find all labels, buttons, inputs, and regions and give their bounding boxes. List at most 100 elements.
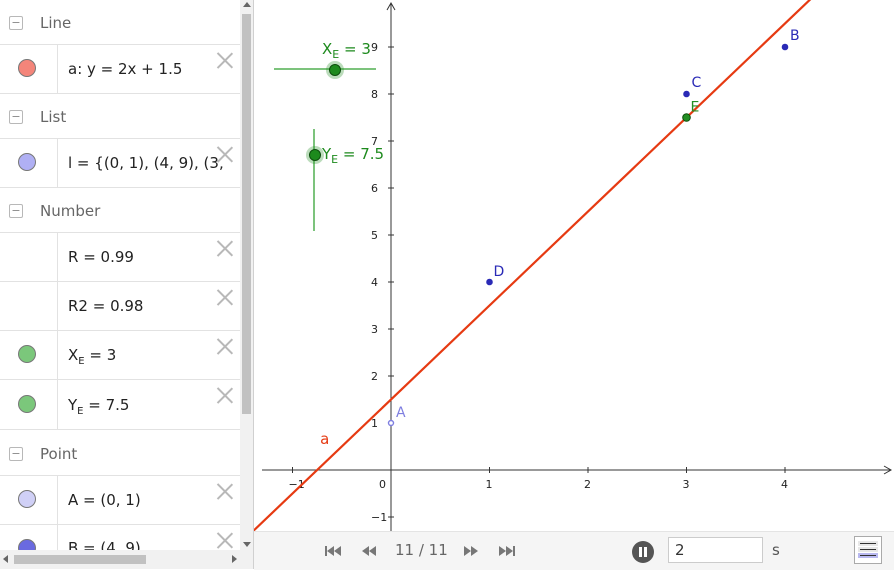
item-definition[interactable]: XE = 3: [68, 346, 116, 367]
x-tick-label: 1: [486, 478, 493, 491]
point-label: E: [691, 100, 700, 116]
visibility-toggle[interactable]: [18, 395, 36, 413]
point-label: A: [396, 405, 406, 421]
visibility-toggle[interactable]: [18, 59, 36, 77]
point-a[interactable]: [387, 419, 395, 427]
item-definition[interactable]: l = {(0, 1), (4, 9), (3,: [68, 154, 224, 172]
var-value: = 7.5: [83, 396, 130, 414]
row-divider: [57, 45, 58, 93]
delete-icon[interactable]: [216, 387, 233, 404]
point-label: D: [494, 264, 505, 280]
x-tick-label: 2: [584, 478, 591, 491]
y-tick-label: 8: [371, 88, 378, 101]
item-definition[interactable]: R = 0.99: [68, 248, 134, 266]
var-subscript: E: [77, 406, 84, 417]
visibility-toggle[interactable]: [18, 345, 36, 363]
visibility-toggle[interactable]: [18, 153, 36, 171]
slider-handle[interactable]: [329, 64, 341, 76]
section-header-point[interactable]: − Point: [0, 431, 240, 476]
visibility-toggle[interactable]: [18, 490, 36, 508]
line-a[interactable]: [252, 0, 815, 532]
point-e[interactable]: [682, 113, 691, 122]
section-header-number[interactable]: − Number: [0, 188, 240, 233]
section-title: Number: [40, 202, 101, 220]
scroll-left-arrow-icon[interactable]: [3, 555, 8, 563]
delete-icon[interactable]: [216, 52, 233, 69]
point-c[interactable]: [683, 90, 690, 98]
x-axis-arrow: [883, 465, 893, 475]
collapse-icon[interactable]: −: [9, 16, 23, 30]
scroll-down-arrow-icon[interactable]: [243, 542, 251, 547]
section-header-line[interactable]: − Line: [0, 0, 240, 45]
algebra-item-ye[interactable]: YE = 7.5: [0, 380, 240, 430]
delete-icon[interactable]: [216, 532, 233, 549]
collapse-icon[interactable]: −: [9, 110, 23, 124]
row-divider: [57, 282, 58, 330]
algebra-style-icon[interactable]: [854, 536, 882, 564]
y-tick-label: −1: [371, 511, 387, 524]
next-slide-icon[interactable]: [460, 544, 482, 558]
row-divider: [57, 380, 58, 429]
slider-label: XE = 3: [322, 40, 371, 61]
algebra-item-xe[interactable]: XE = 3: [0, 331, 240, 380]
section-title: Line: [40, 14, 72, 32]
delete-icon[interactable]: [216, 483, 233, 500]
delete-icon[interactable]: [216, 338, 233, 355]
row-divider: [57, 331, 58, 379]
algebra-view: − Line a: y = 2x + 1.5 − List l = {(0, 1…: [0, 0, 254, 569]
y-tick-label: 1: [371, 417, 378, 430]
x-tick-label: 3: [683, 478, 690, 491]
algebra-item-point-a[interactable]: A = (0, 1): [0, 476, 240, 525]
speed-input[interactable]: [668, 537, 763, 563]
graphics-view[interactable]: −1 0 1 2 3 4 −1 1 2 3 4 5 6 7 8 9 a A B C D E XE = 3 YE = 7…: [252, 0, 894, 532]
scrollbar-thumb[interactable]: [242, 14, 251, 414]
pause-button[interactable]: [632, 541, 654, 563]
slider-ye[interactable]: YE = 7.5: [306, 129, 384, 231]
y-tick-label: 2: [371, 370, 378, 383]
item-definition[interactable]: A = (0, 1): [68, 491, 141, 509]
point-d[interactable]: [486, 278, 493, 286]
y-axis-arrow: [386, 1, 396, 11]
slider-label: YE = 7.5: [321, 145, 384, 166]
algebra-item-line-a[interactable]: a: y = 2x + 1.5: [0, 45, 240, 94]
regression-line[interactable]: a: [252, 0, 815, 532]
first-slide-icon[interactable]: [322, 544, 344, 558]
vertical-scrollbar[interactable]: [240, 0, 253, 550]
collapse-icon[interactable]: −: [9, 204, 23, 218]
points[interactable]: A B C D E: [387, 28, 800, 427]
algebra-item-r[interactable]: R = 0.99: [0, 233, 240, 282]
y-tick-label: 7: [371, 135, 378, 148]
y-tick-label: 4: [371, 276, 378, 289]
collapse-icon[interactable]: −: [9, 447, 23, 461]
point-label: B: [790, 28, 800, 44]
scrollbar-thumb[interactable]: [14, 555, 146, 564]
y-tick-label: 5: [371, 229, 378, 242]
x-tick-label: 0: [379, 478, 386, 491]
delete-icon[interactable]: [216, 289, 233, 306]
previous-slide-icon[interactable]: [358, 544, 380, 558]
row-divider: [57, 476, 58, 524]
delete-icon[interactable]: [216, 240, 233, 257]
speed-unit: s: [772, 541, 780, 559]
algebra-item-r2[interactable]: R2 = 0.98: [0, 282, 240, 331]
algebra-item-list-l[interactable]: l = {(0, 1), (4, 9), (3,: [0, 139, 240, 188]
item-definition[interactable]: a: y = 2x + 1.5: [68, 60, 183, 78]
last-slide-icon[interactable]: [496, 544, 518, 558]
item-definition[interactable]: R2 = 0.98: [68, 297, 144, 315]
point-b[interactable]: [781, 43, 789, 51]
section-title: List: [40, 108, 67, 126]
y-tick-label: 9: [371, 41, 378, 54]
slider-xe[interactable]: XE = 3: [274, 40, 376, 79]
slider-handle[interactable]: [309, 149, 321, 161]
slide-counter: 11 / 11: [395, 541, 448, 559]
item-definition[interactable]: YE = 7.5: [68, 396, 129, 417]
delete-icon[interactable]: [216, 146, 233, 163]
horizontal-scrollbar[interactable]: [0, 550, 253, 569]
section-header-list[interactable]: − List: [0, 94, 240, 139]
row-divider: [57, 139, 58, 187]
var-value: = 3: [84, 346, 117, 364]
x-tick-label: 4: [781, 478, 788, 491]
scroll-right-arrow-icon[interactable]: [232, 555, 237, 563]
scroll-up-arrow-icon[interactable]: [243, 2, 251, 7]
graph-canvas[interactable]: −1 0 1 2 3 4 −1 1 2 3 4 5 6 7 8 9 a A B C D E XE = 3 YE = 7…: [252, 0, 894, 532]
